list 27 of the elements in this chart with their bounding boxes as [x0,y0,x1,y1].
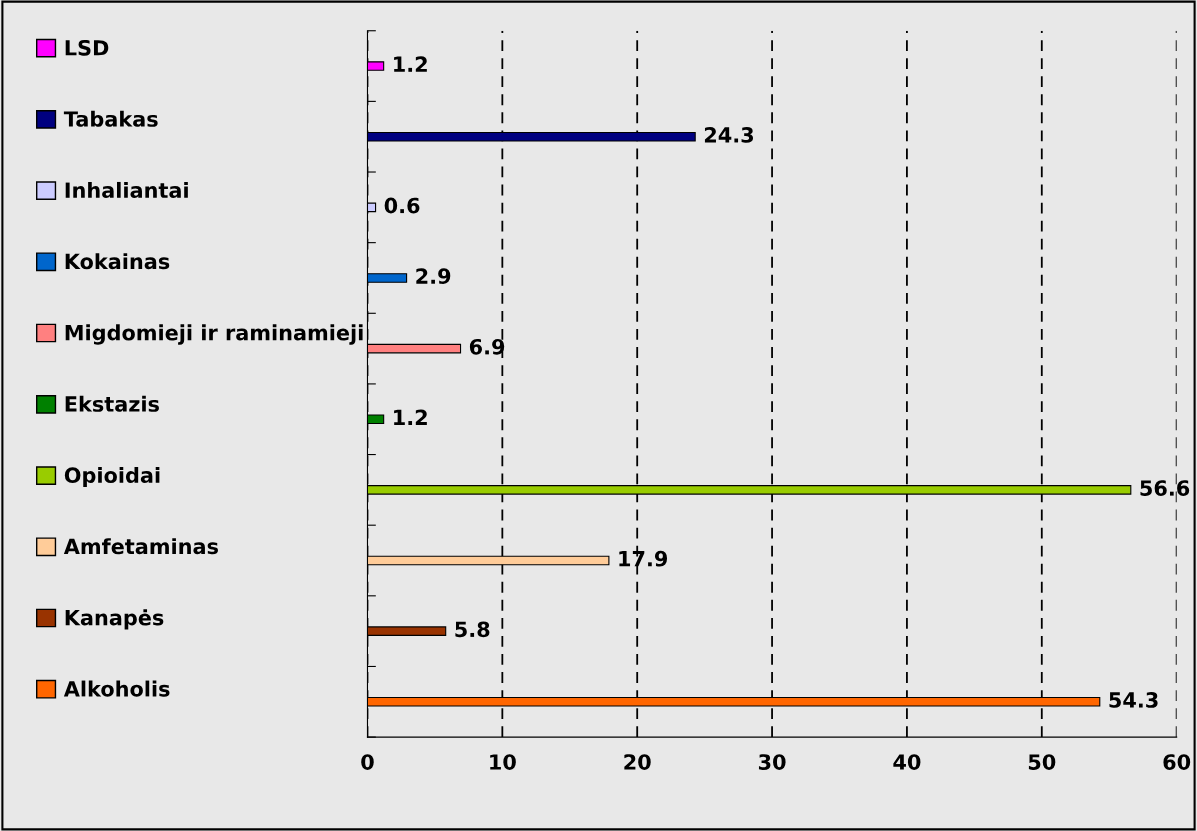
legend-label: Migdomieji ir raminamieji [65,324,363,345]
x-tick-label: 50 [1028,754,1056,770]
legend-label: Alkoholis [63,680,170,697]
legend-label: Kanapės [65,609,164,630]
data-label: 1.2 [394,409,427,425]
legend-label: Amfetaminas [63,538,218,555]
data-label: 54.3 [1109,692,1158,708]
legend-label: Tabakas [63,110,158,127]
legend-label: Kokainas [65,253,170,270]
legend-label: Ekstazis [65,395,159,412]
data-label: 17.9 [619,550,668,567]
data-label: 0.6 [384,197,420,214]
x-tick-label: 0 [361,754,374,770]
x-tick-label: 60 [1163,754,1191,770]
x-tick-label: 20 [624,754,651,770]
x-tick-label: 30 [758,754,786,770]
legend-label: LSD [65,39,109,56]
data-label: 56.6 [1140,480,1190,496]
data-label: 1.2 [394,56,427,72]
x-tick-label: 10 [490,754,516,770]
legend-label: Opioidai [64,466,160,488]
data-label: 6.9 [469,338,505,355]
legend-label: Inhaliantai [65,181,188,199]
data-label: 5.8 [455,621,490,638]
data-label: 24.3 [704,126,754,143]
x-tick-label: 40 [893,754,921,770]
data-label: 2.9 [416,268,451,285]
